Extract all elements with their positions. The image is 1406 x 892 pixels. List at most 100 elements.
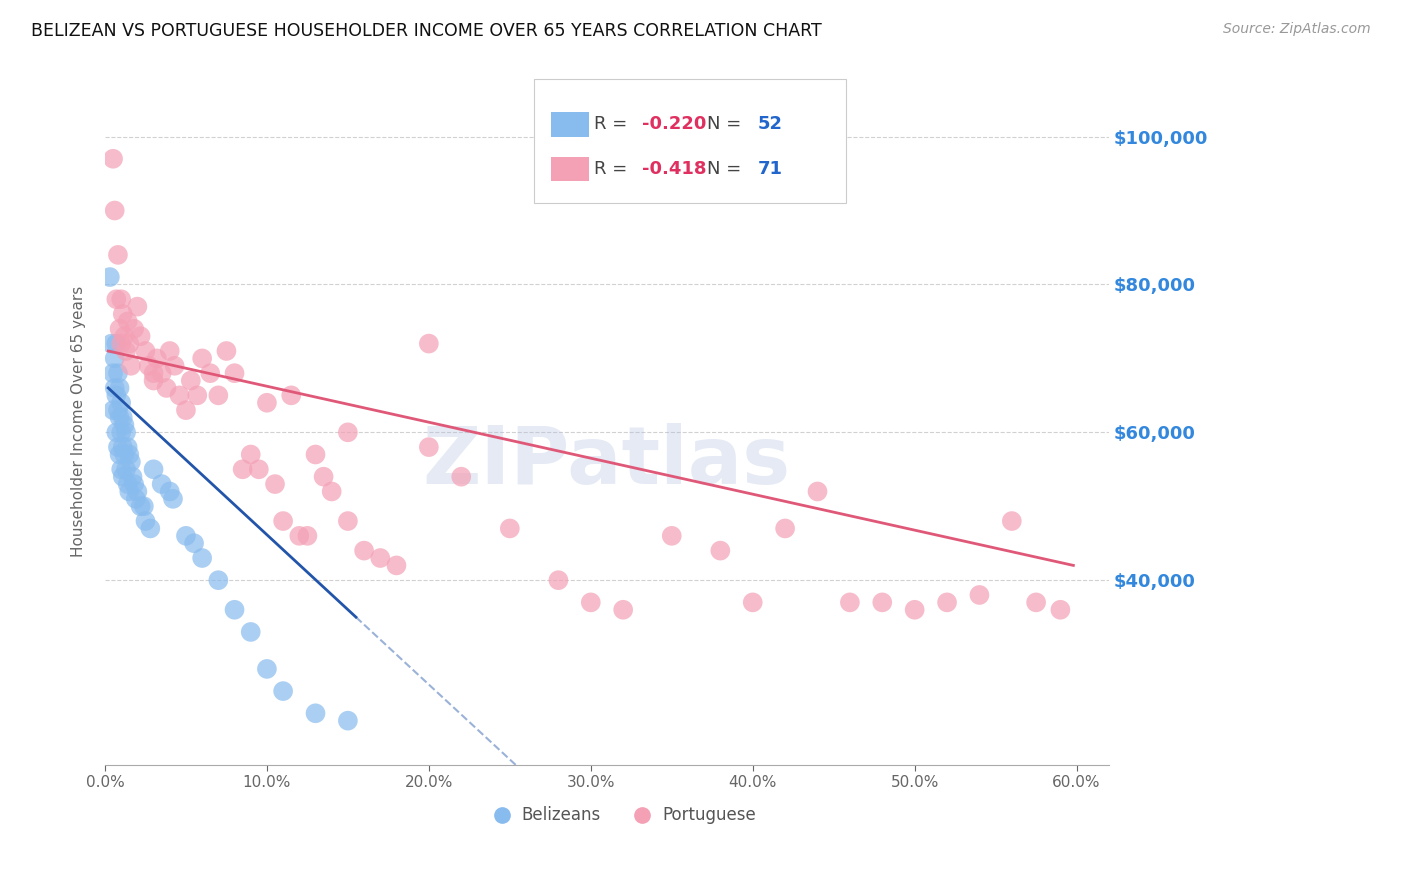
Text: N =: N = bbox=[707, 160, 748, 178]
Point bbox=[107, 366, 129, 380]
Point bbox=[264, 477, 287, 491]
Point bbox=[1001, 514, 1024, 528]
Text: N =: N = bbox=[707, 115, 748, 133]
Point bbox=[1049, 603, 1071, 617]
Point bbox=[336, 714, 359, 728]
Point bbox=[661, 529, 683, 543]
Point bbox=[108, 322, 131, 336]
Point bbox=[101, 366, 124, 380]
Point bbox=[142, 374, 165, 388]
Point bbox=[142, 462, 165, 476]
Point bbox=[115, 343, 138, 358]
Point bbox=[118, 484, 141, 499]
Point bbox=[806, 484, 828, 499]
Point bbox=[129, 500, 152, 514]
Point bbox=[104, 351, 127, 366]
Point bbox=[418, 440, 440, 454]
FancyBboxPatch shape bbox=[534, 78, 846, 203]
Point bbox=[297, 529, 319, 543]
Point bbox=[112, 329, 135, 343]
Point bbox=[127, 300, 149, 314]
Point bbox=[122, 322, 145, 336]
Point bbox=[100, 336, 122, 351]
Point bbox=[107, 248, 129, 262]
Point bbox=[111, 440, 134, 454]
Point bbox=[612, 603, 634, 617]
Point bbox=[118, 448, 141, 462]
Point bbox=[174, 403, 197, 417]
Point bbox=[111, 469, 134, 483]
Point bbox=[1025, 595, 1047, 609]
Point bbox=[186, 388, 208, 402]
Text: BELIZEAN VS PORTUGUESE HOUSEHOLDER INCOME OVER 65 YEARS CORRELATION CHART: BELIZEAN VS PORTUGUESE HOUSEHOLDER INCOM… bbox=[31, 22, 821, 40]
Point bbox=[256, 662, 278, 676]
Text: -0.220: -0.220 bbox=[643, 115, 706, 133]
Text: Belizeans: Belizeans bbox=[522, 805, 600, 823]
Point bbox=[159, 343, 181, 358]
Point bbox=[105, 388, 128, 402]
Point bbox=[232, 462, 254, 476]
Point bbox=[163, 359, 186, 373]
Point bbox=[108, 381, 131, 395]
Point bbox=[239, 448, 262, 462]
Point bbox=[174, 529, 197, 543]
Text: R =: R = bbox=[593, 160, 633, 178]
Point bbox=[110, 336, 132, 351]
Point bbox=[115, 462, 138, 476]
Point bbox=[155, 381, 177, 395]
Point bbox=[110, 292, 132, 306]
Point bbox=[104, 381, 127, 395]
Text: Source: ZipAtlas.com: Source: ZipAtlas.com bbox=[1223, 22, 1371, 37]
Point bbox=[162, 491, 184, 506]
Point bbox=[547, 573, 569, 587]
Point bbox=[98, 270, 121, 285]
Point bbox=[117, 314, 139, 328]
Text: ZIPatlas: ZIPatlas bbox=[423, 424, 792, 501]
Point bbox=[112, 417, 135, 432]
Point bbox=[215, 343, 238, 358]
Point bbox=[108, 410, 131, 425]
Point bbox=[936, 595, 959, 609]
Point bbox=[111, 410, 134, 425]
Point bbox=[107, 403, 129, 417]
Point bbox=[122, 477, 145, 491]
Point bbox=[139, 521, 162, 535]
Point bbox=[101, 403, 124, 417]
Point bbox=[207, 388, 229, 402]
Point bbox=[191, 351, 214, 366]
Point bbox=[120, 455, 142, 469]
Point bbox=[271, 514, 294, 528]
Point bbox=[353, 543, 375, 558]
Point bbox=[247, 462, 270, 476]
Point bbox=[280, 388, 302, 402]
Point bbox=[256, 396, 278, 410]
Point bbox=[191, 551, 214, 566]
Point bbox=[499, 521, 522, 535]
Point bbox=[110, 425, 132, 440]
Point bbox=[101, 152, 124, 166]
Point bbox=[200, 366, 222, 380]
Text: Portuguese: Portuguese bbox=[662, 805, 756, 823]
Point bbox=[108, 448, 131, 462]
Point bbox=[159, 484, 181, 499]
Point bbox=[418, 336, 440, 351]
Point bbox=[304, 706, 326, 721]
Y-axis label: Householder Income Over 65 years: Householder Income Over 65 years bbox=[72, 285, 86, 557]
Point bbox=[107, 440, 129, 454]
Point bbox=[336, 425, 359, 440]
Point bbox=[118, 336, 141, 351]
Point bbox=[117, 440, 139, 454]
Point bbox=[110, 396, 132, 410]
Point bbox=[312, 469, 335, 483]
Point bbox=[127, 484, 149, 499]
FancyBboxPatch shape bbox=[551, 156, 589, 181]
Point bbox=[105, 292, 128, 306]
Point bbox=[125, 491, 148, 506]
Text: 52: 52 bbox=[758, 115, 783, 133]
Text: 71: 71 bbox=[758, 160, 783, 178]
Point bbox=[150, 366, 173, 380]
Point bbox=[134, 343, 156, 358]
Point bbox=[104, 203, 127, 218]
Point bbox=[271, 684, 294, 698]
Point bbox=[132, 500, 155, 514]
